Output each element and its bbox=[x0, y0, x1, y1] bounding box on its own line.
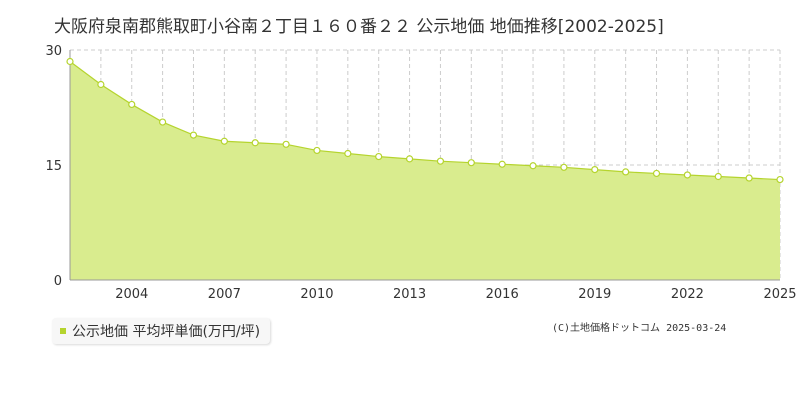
data-point bbox=[128, 100, 136, 109]
y-tick-label: 0 bbox=[54, 274, 62, 289]
data-point bbox=[344, 149, 352, 158]
copyright-credit: (C)土地価格ドットコム 2025-03-24 bbox=[552, 323, 727, 334]
data-point bbox=[282, 140, 290, 148]
data-point bbox=[405, 155, 414, 163]
x-tick-label: 2022 bbox=[671, 287, 704, 302]
data-point bbox=[313, 146, 321, 155]
label-layer: 0 15 30 2004 2007 2010 2013 2016 2019 2022 2025 bbox=[45, 44, 796, 302]
data-point bbox=[498, 160, 506, 168]
data-point bbox=[66, 57, 74, 66]
data-point bbox=[591, 166, 599, 174]
data-point bbox=[714, 172, 722, 181]
data-point bbox=[467, 159, 475, 167]
data-point bbox=[220, 137, 228, 145]
series-area-fill bbox=[70, 61, 780, 280]
data-point bbox=[776, 175, 784, 184]
chart-title: 大阪府泉南郡熊取町小谷南２丁目１６０番２２ 公示地価 地価推移[2002-202… bbox=[54, 17, 664, 37]
marker-layer bbox=[66, 57, 784, 184]
x-tick-label: 2025 bbox=[763, 287, 796, 302]
data-point bbox=[622, 168, 630, 176]
data-point bbox=[683, 171, 691, 179]
x-tick-label: 2019 bbox=[578, 287, 611, 302]
y-tick-label: 30 bbox=[45, 44, 62, 59]
y-tick-label: 15 bbox=[45, 159, 62, 174]
x-tick-label: 2007 bbox=[208, 287, 241, 302]
data-point bbox=[529, 162, 537, 170]
data-point bbox=[97, 80, 105, 89]
x-tick-label: 2010 bbox=[300, 287, 333, 302]
data-point bbox=[436, 157, 445, 165]
x-tick-label: 2013 bbox=[393, 287, 426, 302]
data-point bbox=[251, 139, 259, 147]
data-point bbox=[189, 131, 198, 139]
area-layer bbox=[69, 61, 781, 280]
data-point bbox=[745, 174, 753, 182]
data-point bbox=[652, 169, 661, 178]
legend-swatch bbox=[60, 328, 66, 334]
x-tick-label: 2004 bbox=[115, 287, 148, 302]
data-point bbox=[159, 118, 167, 126]
x-tick-label: 2016 bbox=[486, 287, 519, 302]
legend: 公示地価 平均坪単価(万円/坪) bbox=[52, 318, 271, 344]
axis-layer bbox=[69, 50, 780, 281]
legend-label: 公示地価 平均坪単価(万円/坪) bbox=[72, 324, 261, 340]
series-line bbox=[69, 61, 781, 181]
data-point bbox=[560, 163, 568, 171]
data-point bbox=[375, 152, 383, 161]
